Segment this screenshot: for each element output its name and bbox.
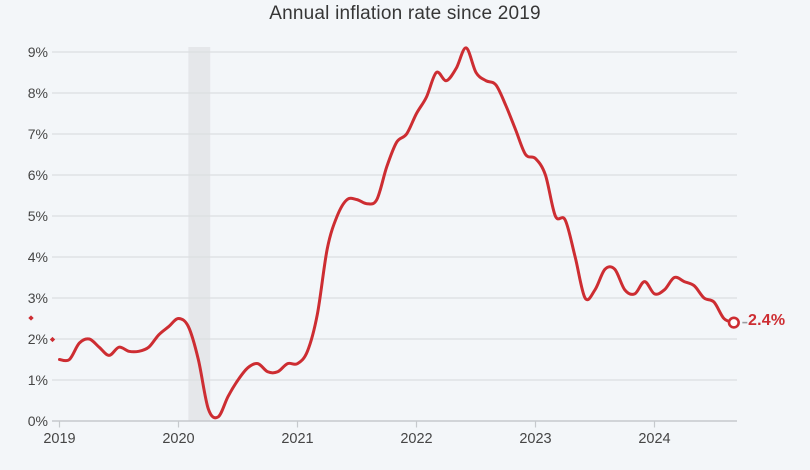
- end-point-marker: [727, 316, 740, 329]
- y-axis-label: 7%: [28, 126, 48, 142]
- y-axis-label: 0%: [28, 413, 48, 429]
- axis-marker-dot: [49, 336, 56, 343]
- y-axis-label: 4%: [28, 249, 48, 265]
- recession-band: [188, 47, 211, 421]
- axis-marker-dot: [28, 315, 34, 321]
- y-axis-label: 6%: [28, 167, 48, 183]
- inflation-line: [58, 46, 736, 420]
- x-axis-label: 2023: [519, 431, 551, 447]
- x-axis-label: 2020: [162, 431, 194, 447]
- y-axis-label: 5%: [28, 208, 48, 224]
- y-axis-label: 8%: [28, 85, 48, 101]
- x-axis-label: 2021: [281, 431, 313, 447]
- chart-title: Annual inflation rate since 2019: [269, 3, 541, 24]
- x-axis-label: 2019: [43, 431, 75, 447]
- latest-value-label: 2.4%: [748, 312, 786, 329]
- y-axis-label: 1%: [28, 372, 48, 388]
- x-axis-label: 2024: [638, 431, 670, 447]
- x-axis-label: 2022: [400, 431, 432, 447]
- y-axis-label: 2%: [28, 331, 48, 347]
- y-axis-label: 9%: [28, 44, 48, 60]
- y-axis-label: 3%: [28, 290, 48, 306]
